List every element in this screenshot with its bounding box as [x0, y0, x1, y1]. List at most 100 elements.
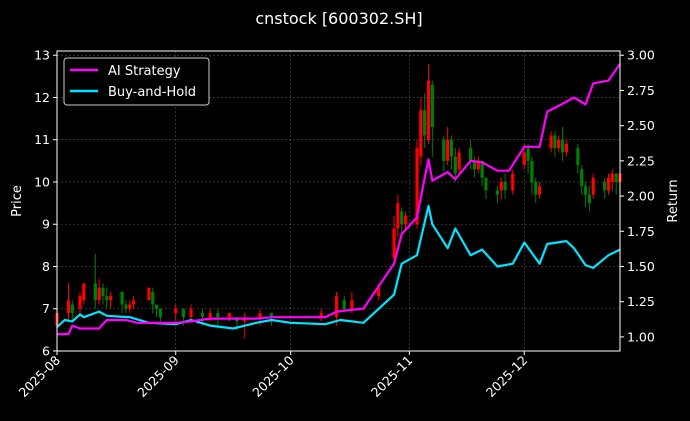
candle-body — [78, 296, 82, 309]
candle-body — [457, 152, 461, 170]
candle-body — [200, 312, 205, 318]
candle-body — [105, 296, 109, 301]
candle-body — [557, 139, 561, 149]
candle-body — [154, 304, 159, 309]
candle-body — [124, 304, 128, 309]
candle-body — [392, 228, 396, 259]
y-left-tick-label: 12 — [34, 90, 50, 105]
candle-body — [503, 181, 507, 191]
candle-body — [499, 181, 503, 191]
y-right-tick-label: 3.00 — [627, 48, 655, 63]
y-left-axis: 6 7 8 9 10 11 12 13 — [34, 48, 57, 359]
candle-body — [614, 173, 618, 182]
y-left-tick-label: 11 — [34, 132, 50, 147]
candle-body — [181, 308, 185, 318]
y-left-tick-label: 9 — [42, 217, 50, 232]
candle-body — [472, 160, 477, 170]
candle-body — [587, 194, 591, 204]
candle-body — [553, 135, 557, 149]
candle-body — [580, 169, 584, 187]
candle-body — [449, 139, 454, 157]
candle-body — [101, 287, 105, 297]
ai-strategy-line — [57, 63, 621, 336]
candle-body — [97, 287, 101, 301]
candle-body — [549, 135, 553, 149]
candle-body — [526, 148, 530, 161]
candle-body — [377, 287, 381, 297]
legend-label-ai-strategy: AI Strategy — [108, 64, 181, 79]
candle-body — [269, 312, 274, 318]
legend-label-buy-and-hold: Buy-and-Hold — [108, 85, 196, 100]
candle-body — [70, 304, 74, 313]
y-left-tick-label: 6 — [42, 344, 50, 359]
candle-body — [400, 211, 404, 225]
candle-body — [216, 312, 220, 318]
y-right-tick-label: 2.00 — [627, 189, 655, 204]
y-right-tick-label: 2.50 — [627, 118, 655, 133]
candle-body — [480, 160, 484, 178]
candle-body — [446, 139, 450, 161]
legend: AI Strategy Buy-and-Hold — [63, 57, 210, 106]
candle-body — [442, 139, 446, 161]
y-right-axis-title: Return — [666, 179, 681, 222]
candle-body — [530, 160, 534, 182]
candle-body — [82, 283, 86, 301]
candle-body — [537, 186, 542, 195]
y-left-tick-label: 13 — [34, 48, 50, 63]
candle-body — [415, 148, 419, 225]
y-right-tick-label: 2.75 — [627, 83, 655, 98]
candle-body — [334, 296, 339, 318]
return-lines — [56, 63, 621, 336]
candle-body — [93, 283, 97, 301]
candle-body — [583, 186, 588, 195]
buy-and-hold-line — [56, 204, 621, 330]
candle-body — [511, 173, 515, 191]
candle-body — [174, 308, 178, 313]
candle-body — [151, 291, 155, 305]
candle-body — [469, 148, 473, 161]
candle-body — [426, 80, 431, 140]
candle-body — [109, 296, 113, 301]
candle-body — [534, 181, 538, 195]
candle-body — [591, 177, 595, 195]
candle-body — [147, 287, 151, 301]
candle-body — [453, 156, 457, 174]
candle-body — [128, 304, 132, 309]
y-right-axis: 1.00 1.25 1.50 1.75 2.00 2.25 2.50 2.75 3.00 — [620, 48, 655, 344]
candle-body — [66, 300, 71, 313]
candle-body — [576, 148, 580, 166]
candle-body — [603, 181, 607, 191]
candle-body — [430, 84, 434, 128]
candle-body — [258, 312, 262, 318]
plot-frame — [56, 50, 621, 352]
y-right-tick-label: 1.00 — [627, 329, 655, 344]
y-right-tick-label: 1.50 — [627, 259, 655, 274]
candle-body — [227, 312, 231, 318]
y-right-tick-label: 1.25 — [627, 294, 655, 309]
y-left-tick-label: 8 — [42, 259, 50, 274]
candle-body — [522, 152, 526, 166]
candle-body — [419, 110, 423, 157]
candle-body — [476, 160, 480, 170]
candle-body — [120, 291, 124, 305]
candle-body — [350, 300, 354, 309]
y-right-tick-label: 1.75 — [627, 224, 655, 239]
y-right-tick-label: 2.25 — [627, 153, 655, 168]
candle-body — [189, 308, 193, 318]
y-left-tick-label: 7 — [42, 301, 50, 316]
candle-body — [403, 215, 408, 225]
y-left-tick-label: 10 — [34, 174, 50, 189]
candle-body — [423, 110, 427, 136]
y-left-axis-title: Price — [10, 185, 25, 217]
candle-body — [606, 177, 611, 191]
candle-body — [319, 312, 323, 318]
candle-body — [396, 203, 400, 229]
candle-body — [158, 308, 163, 318]
candle-body — [560, 139, 565, 153]
candle-body — [610, 173, 614, 182]
candle-body — [131, 300, 136, 305]
candle-body — [564, 143, 568, 153]
candle-body — [484, 177, 488, 191]
candle-body — [208, 312, 212, 318]
